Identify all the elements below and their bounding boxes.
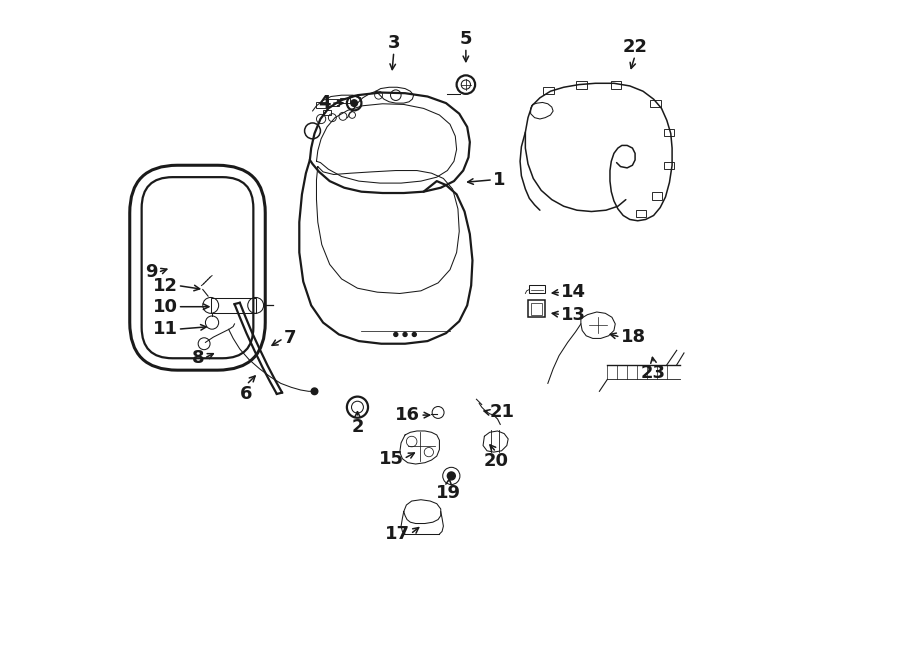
Text: 1: 1 [493, 171, 506, 189]
Bar [528, 300, 545, 317]
Bar [663, 162, 674, 169]
Text: 3: 3 [388, 34, 400, 52]
Bar [531, 303, 542, 315]
Text: 16: 16 [395, 406, 420, 424]
Text: 6: 6 [240, 385, 253, 403]
Bar [323, 110, 331, 115]
Bar [652, 192, 662, 200]
Text: 4: 4 [319, 94, 331, 112]
Text: 9: 9 [145, 263, 158, 282]
Text: 19: 19 [436, 484, 461, 502]
Text: 22: 22 [623, 38, 648, 56]
Circle shape [412, 332, 417, 336]
Bar [663, 129, 674, 136]
Text: 20: 20 [484, 452, 508, 470]
Bar [529, 285, 545, 293]
Circle shape [394, 332, 398, 336]
Circle shape [403, 332, 407, 336]
Bar [635, 210, 646, 217]
Bar [211, 298, 256, 313]
Text: 5: 5 [460, 30, 473, 48]
Circle shape [447, 472, 455, 480]
Text: 23: 23 [641, 364, 666, 381]
Bar [328, 99, 339, 106]
Bar [610, 81, 621, 89]
Text: 12: 12 [153, 276, 177, 295]
Circle shape [311, 388, 318, 395]
Text: 10: 10 [153, 297, 177, 316]
Text: 14: 14 [561, 283, 586, 301]
Bar [576, 81, 587, 89]
Text: 18: 18 [620, 328, 645, 346]
Text: 17: 17 [385, 525, 410, 543]
Bar [544, 87, 554, 94]
Bar [651, 100, 661, 107]
Text: 21: 21 [490, 403, 515, 422]
Text: 11: 11 [153, 320, 177, 338]
Text: 8: 8 [192, 349, 204, 368]
Bar [317, 102, 327, 108]
FancyBboxPatch shape [141, 177, 254, 358]
Text: 7: 7 [284, 329, 296, 348]
Circle shape [351, 100, 357, 106]
Bar [340, 98, 349, 103]
Text: 15: 15 [379, 449, 404, 468]
Text: 2: 2 [351, 418, 364, 436]
Text: 13: 13 [561, 305, 586, 324]
